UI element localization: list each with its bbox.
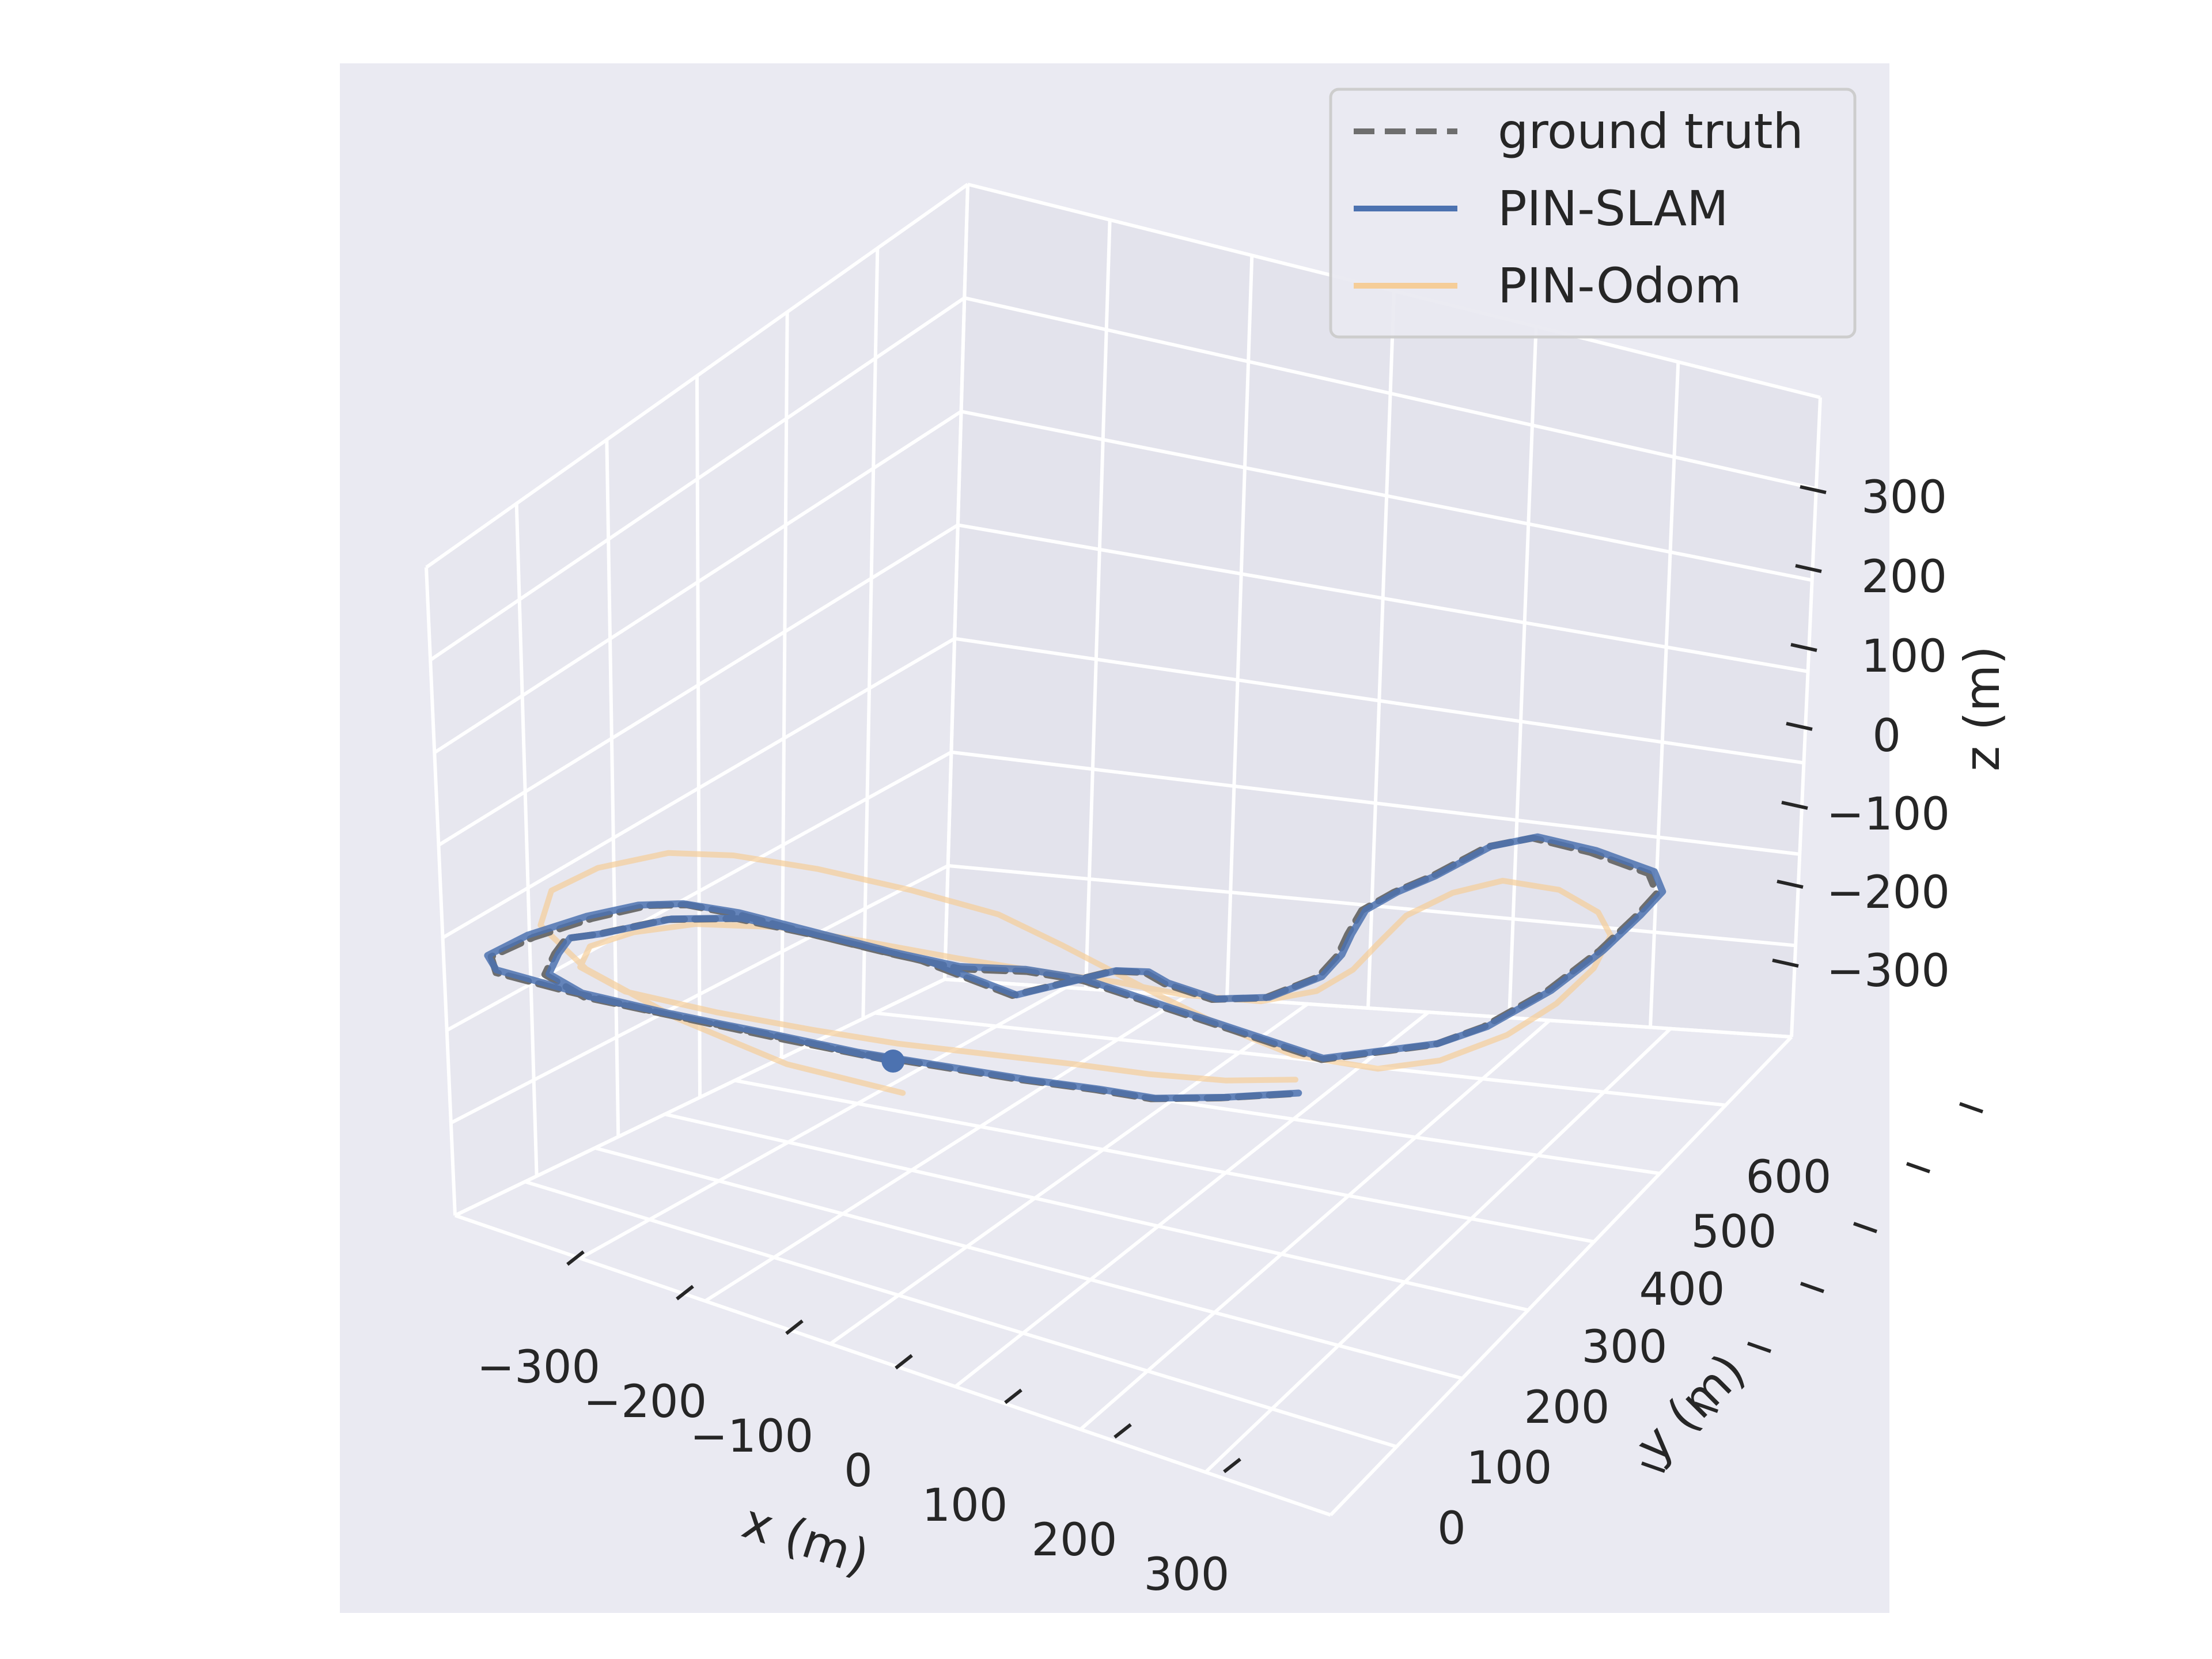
grid-line: [437, 523, 959, 847]
grid-line: [446, 751, 952, 1032]
y-tick-mark: [1747, 1342, 1771, 1353]
legend: ground truth PIN-SLAM PIN-Odom: [1329, 88, 1857, 339]
x-tick-label: −300: [477, 1342, 600, 1393]
z-tick-label: 200: [1861, 551, 1947, 603]
z-tick-label: −300: [1827, 945, 1950, 997]
z-axis-label: z (m): [1954, 646, 2010, 771]
grid-line: [954, 637, 1804, 765]
grid-line: [454, 1214, 1331, 1517]
z-tick-mark: [1795, 564, 1822, 573]
z-tick-label: −200: [1827, 867, 1950, 919]
x-tick-label: 200: [1032, 1514, 1118, 1566]
grid-line: [450, 864, 949, 1124]
grid-line: [524, 1180, 1397, 1449]
z-tick-labels: 300 200 100 0 −100 −200 −300: [1827, 472, 1950, 997]
y-tick-mark: [1800, 1282, 1824, 1293]
grid-line: [425, 567, 457, 1216]
grid-line: [695, 376, 702, 1098]
series-layer: [484, 833, 1666, 1103]
x-tick-label: 100: [922, 1480, 1008, 1532]
z-tick-mark: [1772, 959, 1799, 968]
grid-line: [514, 503, 539, 1176]
grid-line: [944, 978, 1792, 1039]
z-tick-label: 0: [1872, 710, 1901, 762]
grid-line: [442, 637, 956, 940]
z-tick-mark: [1800, 485, 1827, 494]
x-tick-mark: [1113, 1423, 1132, 1439]
start-point-marker: [881, 1050, 905, 1073]
x-tick-mark: [785, 1319, 804, 1335]
grid-line: [425, 183, 969, 569]
y-tick-labels: 0 100 200 300 400 500 600: [1437, 1152, 1831, 1555]
grid-line: [605, 440, 620, 1137]
legend-box: [1329, 88, 1857, 339]
axis-ticks: [566, 485, 1983, 1474]
z-tick-label: −100: [1827, 789, 1950, 840]
x-tick-label: 0: [844, 1445, 873, 1497]
grid-line: [429, 296, 965, 662]
x-tick-mark: [566, 1250, 585, 1266]
x-tick-label: −200: [584, 1376, 707, 1428]
grid-line: [964, 296, 1817, 491]
x-tick-mark: [895, 1354, 913, 1370]
x-tick-labels: −300 −200 −100 0 100 200 300: [477, 1342, 1230, 1601]
grid-line: [1790, 397, 1822, 1037]
grid-line: [957, 523, 1809, 673]
y-tick-mark: [1959, 1102, 1983, 1113]
x-tick-label: 300: [1144, 1549, 1230, 1601]
grid-line: [454, 978, 946, 1217]
z-tick-mark: [1786, 722, 1813, 731]
z-tick-mark: [1781, 801, 1808, 810]
legend-label-ground-truth: ground truth: [1498, 103, 1804, 160]
grid-line: [874, 1011, 1726, 1107]
grid-line: [734, 1078, 1594, 1244]
x-tick-mark: [1223, 1457, 1241, 1474]
grid-line: [1079, 1019, 1551, 1431]
x-tick-mark: [676, 1285, 694, 1301]
series-line-pin-slam: [484, 833, 1666, 1102]
y-tick-mark: [1694, 1402, 1718, 1413]
y-tick-label: 0: [1437, 1503, 1466, 1555]
grid-line: [960, 410, 1813, 582]
y-tick-label: 200: [1524, 1382, 1610, 1434]
grid-line: [779, 312, 789, 1058]
z-tick-mark: [1777, 880, 1804, 889]
y-tick-mark: [1906, 1162, 1930, 1173]
grid-line: [1204, 1027, 1672, 1474]
grid-line: [594, 1146, 1463, 1380]
legend-label-pin-odom: PIN-Odom: [1498, 257, 1742, 314]
z-tick-mark: [1790, 643, 1817, 652]
grid-line: [433, 410, 963, 754]
y-tick-label: 600: [1746, 1152, 1832, 1203]
y-tick-label: 500: [1691, 1206, 1777, 1258]
y-tick-label: 100: [1467, 1442, 1552, 1494]
grid-line: [1225, 255, 1254, 999]
grid-line: [579, 986, 1067, 1260]
y-tick-label: 300: [1582, 1321, 1668, 1373]
grid-line: [704, 994, 1188, 1303]
grid-line: [1649, 362, 1680, 1028]
series-line-pin-odom: [537, 850, 1614, 1096]
grid-line: [829, 1002, 1309, 1346]
grid-line: [1508, 326, 1538, 1018]
legend-label-pin-slam: PIN-SLAM: [1498, 180, 1729, 237]
x-tick-mark: [1004, 1388, 1022, 1404]
y-tick-mark: [1853, 1222, 1877, 1233]
grid-line: [1366, 290, 1396, 1009]
grid-line: [943, 184, 969, 980]
y-tick-mark: [1641, 1461, 1665, 1473]
grid-line: [861, 248, 880, 1019]
grid-line: [1329, 1035, 1793, 1517]
z-tick-label: 300: [1861, 472, 1947, 524]
grid-line: [1084, 219, 1112, 989]
y-tick-label: 400: [1639, 1264, 1725, 1316]
grid-line: [951, 750, 1800, 856]
grid-line: [954, 1010, 1430, 1388]
x-tick-label: −100: [690, 1411, 813, 1463]
z-tick-label: 100: [1861, 631, 1947, 683]
grid-line: [664, 1112, 1529, 1312]
